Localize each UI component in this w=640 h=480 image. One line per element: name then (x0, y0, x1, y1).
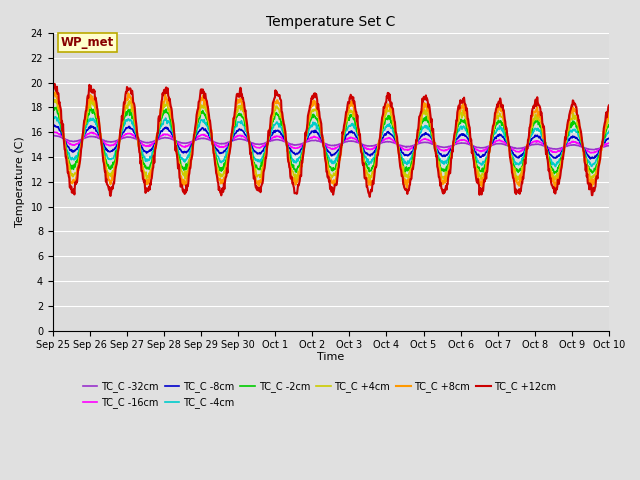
Text: WP_met: WP_met (61, 36, 115, 49)
Legend: TC_C -32cm, TC_C -16cm, TC_C -8cm, TC_C -4cm, TC_C -2cm, TC_C +4cm, TC_C +8cm, T: TC_C -32cm, TC_C -16cm, TC_C -8cm, TC_C … (79, 377, 561, 412)
Title: Temperature Set C: Temperature Set C (266, 15, 396, 29)
Y-axis label: Temperature (C): Temperature (C) (15, 136, 25, 227)
X-axis label: Time: Time (317, 352, 344, 362)
